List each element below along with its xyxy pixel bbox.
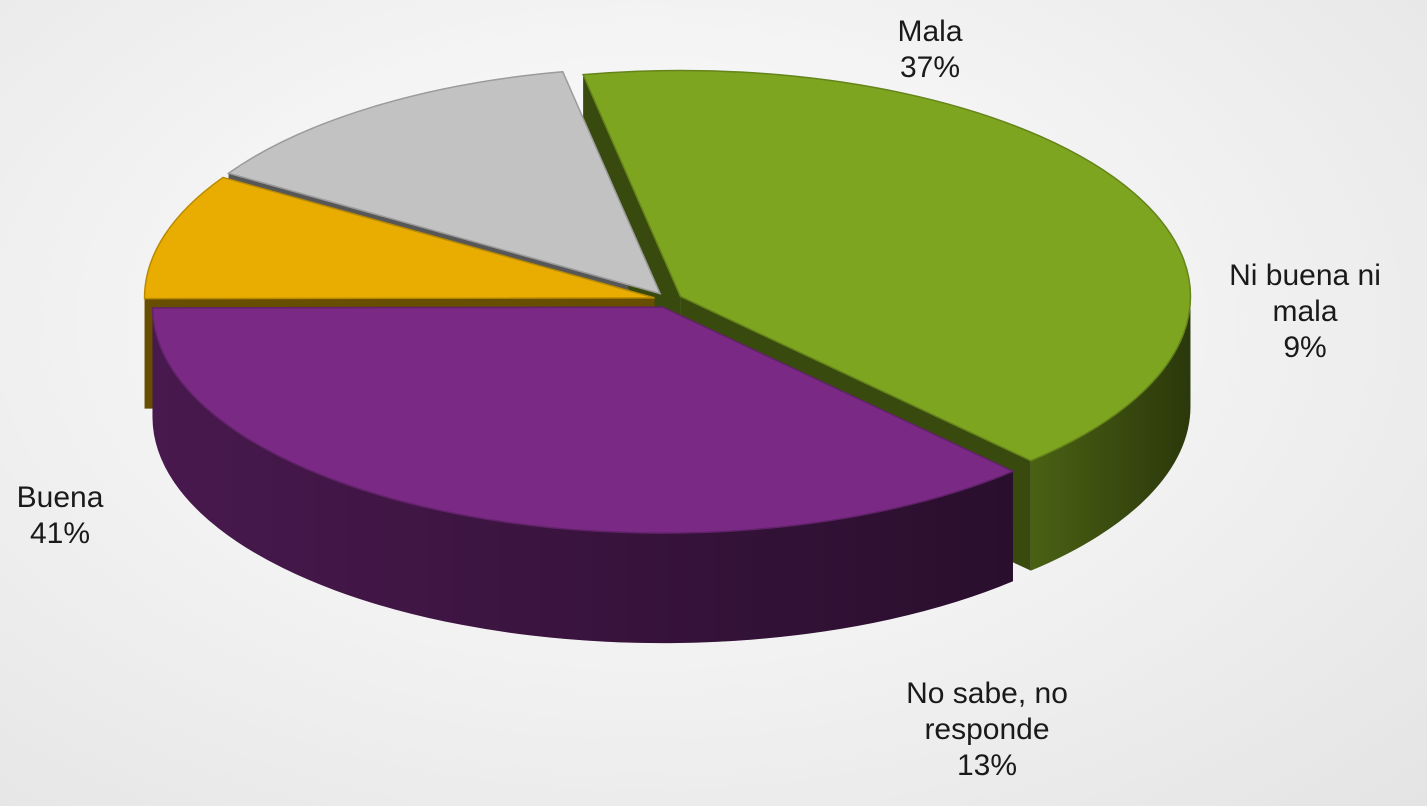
slice-label-no-sabe: No sabe, no responde 13% — [872, 676, 1102, 784]
slice-value-buena: 41% — [29, 517, 91, 550]
slice-name-ni-buena-ni-mala-line1: Ni buena ni — [1229, 259, 1381, 292]
slice-label-buena: Buena 41% — [0, 480, 120, 552]
slice-mala — [151, 306, 1015, 534]
slice-no-sabe-no-responde — [226, 71, 662, 295]
slice-name-buena: Buena — [16, 481, 104, 514]
slice-label-ni-buena-ni-mala: Ni buena ni mala 9% — [1190, 258, 1420, 366]
slice-ni-buena-ni-mala — [143, 176, 655, 300]
slice-value-mala: 37% — [899, 51, 961, 84]
slice-name-mala: Mala — [897, 15, 963, 48]
slice-side-shade-mala — [152, 307, 1013, 644]
slice-name-no-sabe-line1: No sabe, no — [906, 677, 1068, 710]
slice-value-no-sabe: 13% — [956, 749, 1018, 782]
slice-value-ni-buena-ni-mala: 9% — [1283, 331, 1327, 364]
slice-side-shade-buena — [1030, 296, 1191, 571]
slice-buena — [582, 69, 1192, 462]
slice-name-ni-buena-ni-mala-line2: mala — [1272, 295, 1338, 328]
slice-name-no-sabe-line2: responde — [924, 713, 1050, 746]
slice-label-mala: Mala 37% — [870, 14, 990, 86]
pie-tops — [143, 69, 1192, 534]
